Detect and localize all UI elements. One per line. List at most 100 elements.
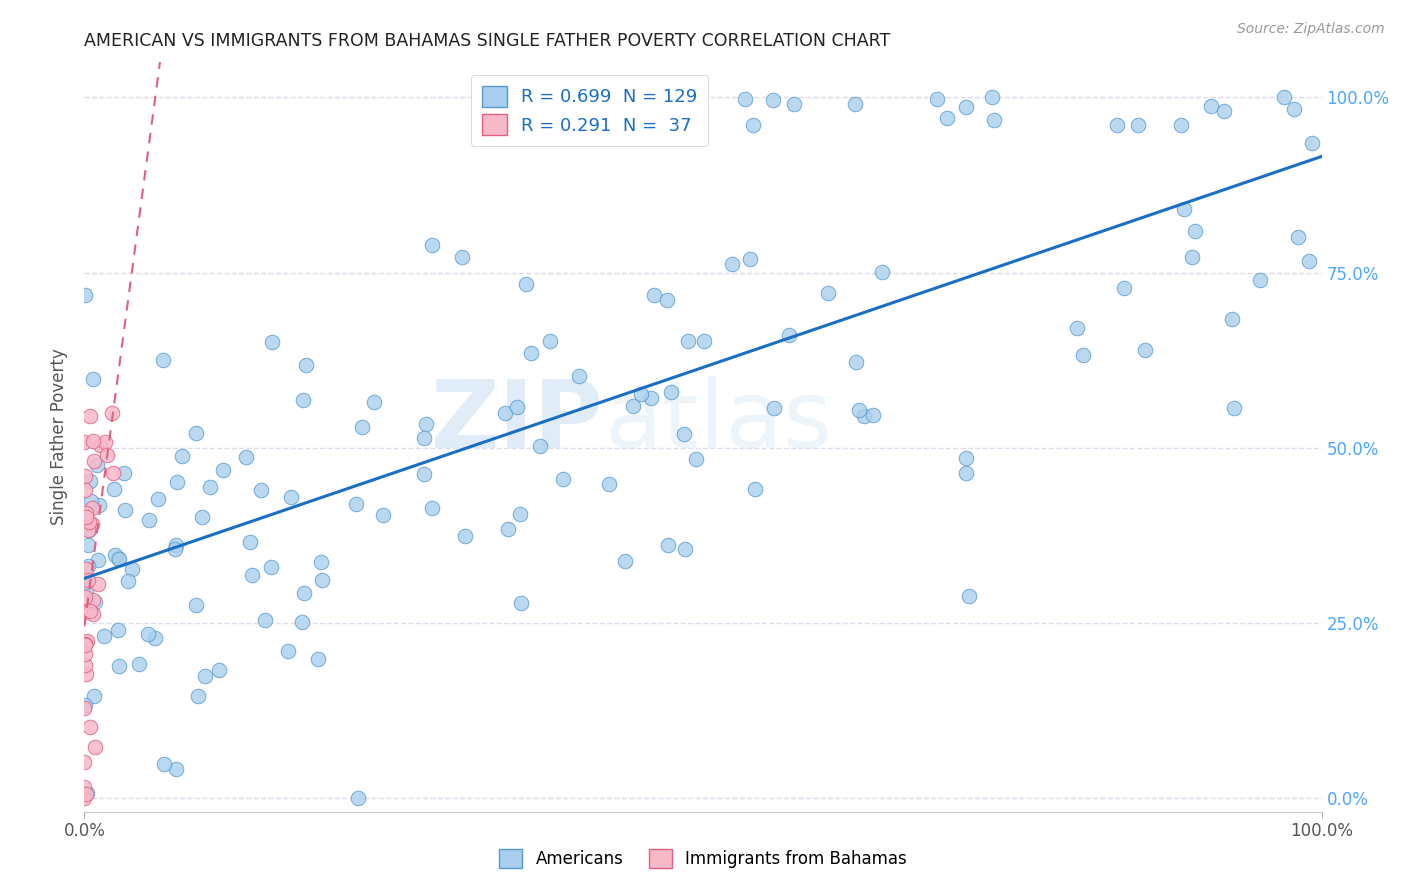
Point bbox=[242, 568, 264, 582]
Point bbox=[148, 491, 170, 506]
Point bbox=[744, 482, 766, 496]
Point bbox=[1282, 103, 1305, 117]
Point bbox=[1105, 119, 1128, 133]
Point bbox=[77, 515, 100, 529]
Point bbox=[311, 573, 333, 587]
Point bbox=[347, 790, 370, 805]
Point bbox=[643, 288, 665, 302]
Point bbox=[238, 535, 260, 549]
Point bbox=[108, 552, 131, 566]
Point bbox=[191, 509, 214, 524]
Point bbox=[76, 523, 98, 537]
Point bbox=[104, 548, 127, 562]
Point bbox=[77, 538, 100, 552]
Point bbox=[845, 355, 868, 369]
Point bbox=[79, 474, 101, 488]
Point bbox=[621, 399, 644, 413]
Point bbox=[529, 439, 551, 453]
Point bbox=[166, 475, 188, 489]
Point bbox=[253, 613, 276, 627]
Point bbox=[75, 506, 97, 520]
Point bbox=[1286, 230, 1309, 244]
Point bbox=[292, 392, 315, 407]
Point bbox=[73, 698, 96, 712]
Point bbox=[235, 450, 257, 464]
Point bbox=[450, 250, 472, 264]
Point bbox=[980, 90, 1002, 104]
Point bbox=[83, 454, 105, 468]
Point bbox=[82, 434, 104, 448]
Point bbox=[96, 448, 118, 462]
Point bbox=[630, 387, 652, 401]
Point bbox=[101, 406, 124, 420]
Point bbox=[957, 590, 980, 604]
Point bbox=[510, 597, 533, 611]
Point bbox=[165, 762, 187, 776]
Point bbox=[94, 434, 117, 449]
Point bbox=[676, 334, 699, 348]
Point bbox=[212, 463, 235, 477]
Point bbox=[200, 480, 222, 494]
Point bbox=[783, 96, 806, 111]
Point bbox=[73, 647, 96, 661]
Point bbox=[262, 334, 284, 349]
Point bbox=[413, 467, 436, 481]
Point bbox=[114, 502, 136, 516]
Point bbox=[344, 497, 367, 511]
Point bbox=[955, 466, 977, 480]
Point bbox=[75, 562, 97, 576]
Point bbox=[936, 111, 959, 125]
Point bbox=[117, 574, 139, 588]
Point bbox=[93, 629, 115, 643]
Point bbox=[152, 353, 174, 368]
Point bbox=[260, 560, 283, 574]
Point bbox=[73, 288, 96, 302]
Point bbox=[79, 409, 101, 424]
Point bbox=[844, 96, 866, 111]
Point bbox=[307, 651, 329, 665]
Point bbox=[655, 293, 678, 308]
Point bbox=[86, 458, 108, 472]
Point bbox=[672, 427, 695, 442]
Point bbox=[75, 483, 97, 498]
Point bbox=[422, 501, 444, 516]
Point bbox=[640, 391, 662, 405]
Point bbox=[1181, 250, 1204, 264]
Text: atlas: atlas bbox=[605, 376, 832, 468]
Point bbox=[82, 593, 104, 607]
Point bbox=[75, 787, 97, 801]
Point bbox=[145, 631, 167, 645]
Point bbox=[73, 579, 96, 593]
Point bbox=[89, 437, 111, 451]
Point bbox=[350, 420, 373, 434]
Point bbox=[1298, 253, 1320, 268]
Point bbox=[659, 384, 682, 399]
Point bbox=[75, 510, 97, 524]
Point bbox=[568, 368, 591, 383]
Point bbox=[675, 542, 697, 557]
Point bbox=[186, 599, 208, 613]
Point bbox=[363, 395, 385, 409]
Point bbox=[73, 637, 96, 651]
Point bbox=[1112, 281, 1135, 295]
Point bbox=[862, 408, 884, 422]
Point bbox=[734, 92, 756, 106]
Point bbox=[955, 100, 977, 114]
Point bbox=[551, 472, 574, 486]
Point bbox=[184, 425, 207, 440]
Legend: Americans, Immigrants from Bahamas: Americans, Immigrants from Bahamas bbox=[492, 842, 914, 875]
Point bbox=[73, 638, 96, 652]
Point bbox=[311, 555, 333, 569]
Point bbox=[1173, 202, 1195, 217]
Point bbox=[77, 558, 100, 573]
Point bbox=[73, 701, 96, 715]
Point bbox=[75, 583, 97, 598]
Point bbox=[538, 334, 561, 348]
Point bbox=[73, 591, 96, 605]
Point bbox=[1301, 136, 1323, 150]
Point bbox=[413, 431, 436, 445]
Y-axis label: Single Father Poverty: Single Father Poverty bbox=[51, 349, 69, 525]
Point bbox=[1213, 104, 1236, 119]
Point bbox=[1272, 90, 1295, 104]
Point bbox=[657, 538, 679, 552]
